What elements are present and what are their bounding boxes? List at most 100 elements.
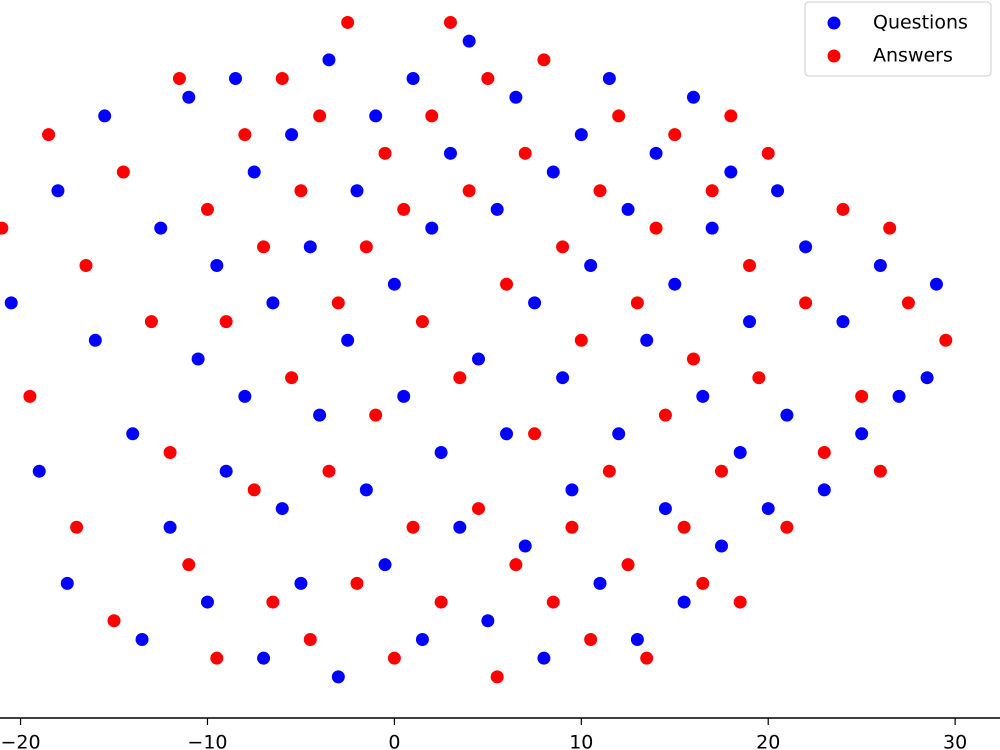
point <box>172 72 186 86</box>
point <box>771 184 785 198</box>
point <box>640 651 654 665</box>
point <box>817 445 831 459</box>
point <box>369 109 383 123</box>
point <box>658 502 672 516</box>
point <box>359 483 373 497</box>
point <box>229 72 243 86</box>
point <box>425 109 439 123</box>
point <box>98 109 112 123</box>
point <box>191 352 205 366</box>
x-tick-label: 0 <box>388 732 400 750</box>
point <box>621 558 635 572</box>
point <box>266 595 280 609</box>
point <box>210 651 224 665</box>
point <box>182 90 196 104</box>
point <box>387 651 401 665</box>
point <box>481 72 495 86</box>
point <box>200 595 214 609</box>
point <box>668 277 682 291</box>
point <box>322 53 336 67</box>
point <box>920 371 934 385</box>
point <box>453 520 467 534</box>
point <box>472 502 486 516</box>
point <box>724 109 738 123</box>
point <box>275 72 289 86</box>
point <box>387 277 401 291</box>
point <box>873 464 887 478</box>
point <box>574 128 588 142</box>
point <box>696 576 710 590</box>
point <box>500 277 514 291</box>
point <box>677 520 691 534</box>
point <box>247 165 261 179</box>
point <box>612 109 626 123</box>
point <box>200 202 214 216</box>
point <box>415 632 429 646</box>
point <box>238 128 252 142</box>
point <box>285 371 299 385</box>
point <box>584 632 598 646</box>
point <box>817 483 831 497</box>
point <box>144 315 158 329</box>
point <box>584 259 598 273</box>
point <box>182 558 196 572</box>
point <box>70 520 84 534</box>
point <box>135 632 149 646</box>
legend-box <box>804 1 992 77</box>
point <box>350 184 364 198</box>
point <box>518 539 532 553</box>
legend-label: Answers <box>873 45 953 67</box>
point <box>649 146 663 160</box>
point <box>743 259 757 273</box>
point <box>714 539 728 553</box>
point <box>490 202 504 216</box>
point <box>406 72 420 86</box>
point <box>32 464 46 478</box>
point <box>537 651 551 665</box>
point <box>303 632 317 646</box>
point <box>836 202 850 216</box>
point <box>593 184 607 198</box>
point <box>107 614 121 628</box>
point <box>761 146 775 160</box>
point <box>733 595 747 609</box>
point <box>714 464 728 478</box>
point <box>341 333 355 347</box>
point <box>490 670 504 684</box>
legend-marker <box>827 49 841 63</box>
point <box>0 221 9 235</box>
x-tick-label: 20 <box>756 732 780 750</box>
point <box>556 240 570 254</box>
point <box>630 632 644 646</box>
point <box>780 408 794 422</box>
point <box>415 315 429 329</box>
point <box>23 389 37 403</box>
point <box>873 259 887 273</box>
x-tick-label: −10 <box>187 732 227 750</box>
point <box>939 333 953 347</box>
point <box>855 389 869 403</box>
point <box>761 502 775 516</box>
point <box>696 389 710 403</box>
point <box>537 53 551 67</box>
point <box>154 221 168 235</box>
point <box>472 352 486 366</box>
point <box>836 315 850 329</box>
point <box>602 72 616 86</box>
point <box>546 165 560 179</box>
point <box>892 389 906 403</box>
point <box>453 371 467 385</box>
point <box>855 427 869 441</box>
point <box>294 576 308 590</box>
point <box>322 464 336 478</box>
x-tick-label: −20 <box>1 732 41 750</box>
point <box>565 483 579 497</box>
point <box>677 595 691 609</box>
point <box>574 333 588 347</box>
point <box>257 651 271 665</box>
legend-label: Questions <box>873 12 968 34</box>
point <box>593 576 607 590</box>
point <box>126 427 140 441</box>
